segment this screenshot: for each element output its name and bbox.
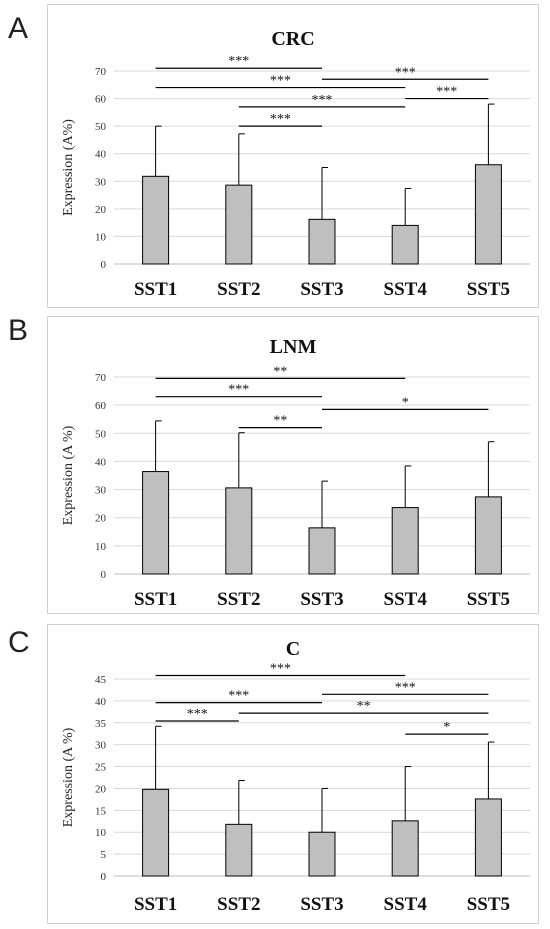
category-label: SST3: [300, 279, 343, 300]
category-label: SST2: [217, 589, 260, 610]
y-tick-label: 25: [95, 762, 107, 774]
significance-label: ***: [395, 65, 416, 80]
category-label: SST5: [467, 589, 510, 610]
y-tick-label: 60: [95, 400, 107, 412]
category-label: SST3: [300, 589, 343, 610]
y-tick-label: 0: [101, 871, 107, 883]
panel-letter-c: C: [8, 626, 30, 659]
significance-label: ***: [312, 93, 333, 108]
significance-label: ***: [228, 383, 249, 398]
y-tick-label: 40: [95, 456, 107, 468]
y-axis-label: Expression (A %): [61, 727, 76, 827]
category-label: SST4: [384, 894, 428, 915]
significance-label: ***: [270, 661, 291, 676]
y-tick-label: 15: [95, 805, 107, 817]
y-axis-label: Expression (A%): [61, 119, 76, 216]
bar-sst2: [225, 184, 253, 265]
bar-sst4: [391, 820, 419, 877]
panel-b: B LNM Expression (A %) 0 10 20 30 40 50 60 70 SST1…: [0, 312, 550, 617]
category-label: SST4: [384, 589, 428, 610]
panel-c: C C Expression (A %) 0 5 10 15 20 25 30 35 40 45 SST…: [0, 620, 550, 929]
bar-sst3: [308, 831, 336, 877]
bar-sst2: [225, 487, 253, 575]
significance-label: ***: [270, 112, 291, 127]
chart-crc: CRC Expression (A%) 0 10 20 30 40 50 60 70 SST1 SST…: [61, 28, 530, 300]
bar-sst5: [474, 496, 502, 575]
y-tick-label: 50: [95, 121, 107, 133]
panel-a: A CRC Expression (A%) 0 10 20 30 40 50 60 70 SST1 S…: [0, 0, 550, 310]
panel-letter-a: A: [8, 12, 29, 45]
category-label: SST1: [134, 279, 177, 300]
y-tick-label: 30: [95, 176, 107, 188]
y-tick-label: 70: [95, 66, 107, 78]
category-label: SST4: [384, 279, 428, 300]
chart-title: C: [286, 638, 300, 660]
bar-sst3: [308, 218, 336, 265]
significance-label: *: [443, 720, 450, 735]
panel-letter-b: B: [8, 314, 29, 347]
significance-label: ***: [436, 85, 457, 100]
y-axis-label: Expression (A %): [61, 425, 76, 525]
significance-label: ***: [228, 689, 249, 704]
y-tick-label: 45: [95, 674, 107, 686]
category-label: SST2: [217, 894, 260, 915]
category-label: SST1: [134, 894, 177, 915]
significance-label: ***: [228, 54, 249, 69]
chart-box-b: LNM Expression (A %) 0 10 20 30 40 50 60 70 SST1 SS…: [47, 316, 539, 614]
bar-sst1: [142, 175, 170, 265]
bar-sst5: [474, 164, 502, 265]
category-label: SST5: [467, 894, 510, 915]
significance-label: **: [357, 699, 371, 714]
y-tick-label: 10: [95, 231, 107, 243]
y-tick-label: 70: [95, 372, 107, 384]
chart-box-c: C Expression (A %) 0 5 10 15 20 25 30 35 40 45 SST1 S…: [47, 624, 539, 924]
y-tick-label: 20: [95, 513, 107, 525]
chart-c: C Expression (A %) 0 5 10 15 20 25 30 35 40 45 SST1 S…: [61, 638, 530, 915]
bar-sst1: [142, 471, 170, 575]
y-tick-label: 0: [101, 569, 107, 581]
y-tick-label: 40: [95, 696, 107, 708]
y-tick-label: 35: [95, 718, 107, 730]
bar-sst3: [308, 527, 336, 575]
y-tick-label: 20: [95, 204, 107, 216]
bar-sst2: [225, 823, 253, 877]
significance-label: ***: [187, 707, 208, 722]
y-tick-label: 5: [101, 849, 107, 861]
y-tick-label: 30: [95, 740, 107, 752]
y-tick-label: 60: [95, 94, 107, 106]
significance-label: ***: [270, 74, 291, 89]
y-tick-label: 40: [95, 149, 107, 161]
y-tick-label: 30: [95, 485, 107, 497]
significance-label: **: [273, 414, 287, 429]
category-label: SST3: [300, 894, 343, 915]
y-tick-label: 0: [101, 259, 107, 271]
y-tick-label: 20: [95, 783, 107, 795]
category-label: SST1: [134, 589, 177, 610]
bar-sst5: [474, 798, 502, 877]
chart-title: CRC: [271, 28, 314, 50]
y-tick-label: 50: [95, 428, 107, 440]
bar-sst1: [142, 788, 170, 877]
chart-title: LNM: [270, 336, 317, 358]
chart-lnm: LNM Expression (A %) 0 10 20 30 40 50 60 70 SST1 SS…: [61, 336, 530, 610]
category-label: SST2: [217, 279, 260, 300]
significance-label: ***: [395, 680, 416, 695]
y-tick-label: 10: [95, 541, 107, 553]
chart-box-a: CRC Expression (A%) 0 10 20 30 40 50 60 70 SST1 SST…: [47, 4, 539, 308]
bar-sst4: [391, 224, 419, 265]
significance-label: **: [273, 364, 287, 379]
y-tick-label: 10: [95, 827, 107, 839]
category-label: SST5: [467, 279, 510, 300]
significance-label: *: [402, 395, 409, 410]
bar-sst4: [391, 507, 419, 575]
